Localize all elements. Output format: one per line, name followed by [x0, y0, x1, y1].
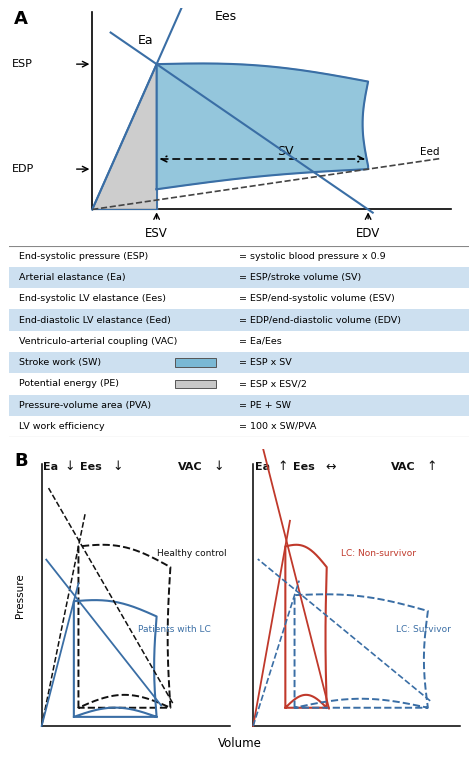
Text: Ea: Ea: [43, 463, 58, 473]
Bar: [9, 394, 469, 416]
Text: ↑: ↑: [278, 460, 288, 473]
Bar: [9, 267, 469, 288]
Text: Potential energy (PE): Potential energy (PE): [18, 380, 118, 388]
Bar: [175, 358, 216, 367]
Text: EDV: EDV: [356, 227, 380, 240]
Text: ↑: ↑: [427, 460, 437, 473]
Text: = Ea/Ees: = Ea/Ees: [239, 337, 282, 345]
Text: Healthy control: Healthy control: [156, 549, 226, 558]
Text: ↓: ↓: [112, 460, 123, 473]
Text: = ESP/end-systolic volume (ESV): = ESP/end-systolic volume (ESV): [239, 295, 395, 304]
Text: VAC: VAC: [391, 463, 416, 473]
Text: Ees: Ees: [215, 10, 237, 23]
Text: Ees: Ees: [293, 463, 315, 473]
Text: ESP: ESP: [12, 59, 33, 69]
Text: = ESP/stroke volume (SV): = ESP/stroke volume (SV): [239, 273, 362, 282]
Text: ↔: ↔: [325, 460, 336, 473]
Text: = ESP x ESV/2: = ESP x ESV/2: [239, 380, 307, 388]
Text: End-systolic LV elastance (Ees): End-systolic LV elastance (Ees): [18, 295, 166, 304]
Bar: [9, 310, 469, 331]
Text: VAC: VAC: [178, 463, 203, 473]
Text: ESV: ESV: [145, 227, 168, 240]
Text: Pressure-volume area (PVA): Pressure-volume area (PVA): [18, 400, 151, 409]
Text: End-systolic pressure (ESP): End-systolic pressure (ESP): [18, 252, 148, 261]
Text: ↓: ↓: [214, 460, 224, 473]
Bar: [9, 352, 469, 373]
Text: B: B: [14, 452, 27, 470]
Text: Ea: Ea: [138, 34, 154, 47]
Text: = systolic blood pressure x 0.9: = systolic blood pressure x 0.9: [239, 252, 386, 261]
Text: Ea: Ea: [255, 463, 271, 473]
Text: Ees: Ees: [80, 463, 102, 473]
Text: = EDP/end-diastolic volume (EDV): = EDP/end-diastolic volume (EDV): [239, 316, 401, 325]
Bar: [175, 380, 216, 388]
Text: = ESP x SV: = ESP x SV: [239, 358, 292, 367]
Polygon shape: [156, 63, 368, 189]
Text: LC: Non-survivor: LC: Non-survivor: [340, 549, 416, 558]
Text: = PE + SW: = PE + SW: [239, 400, 292, 409]
Text: = 100 x SW/PVA: = 100 x SW/PVA: [239, 422, 317, 431]
Polygon shape: [92, 64, 156, 209]
Text: Eed: Eed: [420, 148, 439, 158]
Text: Stroke work (SW): Stroke work (SW): [18, 358, 101, 367]
Text: LV work efficiency: LV work efficiency: [18, 422, 104, 431]
Text: Ventriculo-arterial coupling (VAC): Ventriculo-arterial coupling (VAC): [18, 337, 177, 345]
Text: LC: Survivor: LC: Survivor: [396, 625, 451, 634]
Text: Pressure: Pressure: [15, 573, 25, 617]
Text: End-diastolic LV elastance (Eed): End-diastolic LV elastance (Eed): [18, 316, 171, 325]
Text: Arterial elastance (Ea): Arterial elastance (Ea): [18, 273, 125, 282]
Text: SV: SV: [277, 145, 293, 158]
Text: ↓: ↓: [64, 460, 75, 473]
Text: Volume: Volume: [218, 737, 261, 750]
Text: A: A: [14, 10, 28, 28]
Text: EDP: EDP: [12, 164, 34, 174]
Text: Patients with LC: Patients with LC: [138, 625, 211, 634]
